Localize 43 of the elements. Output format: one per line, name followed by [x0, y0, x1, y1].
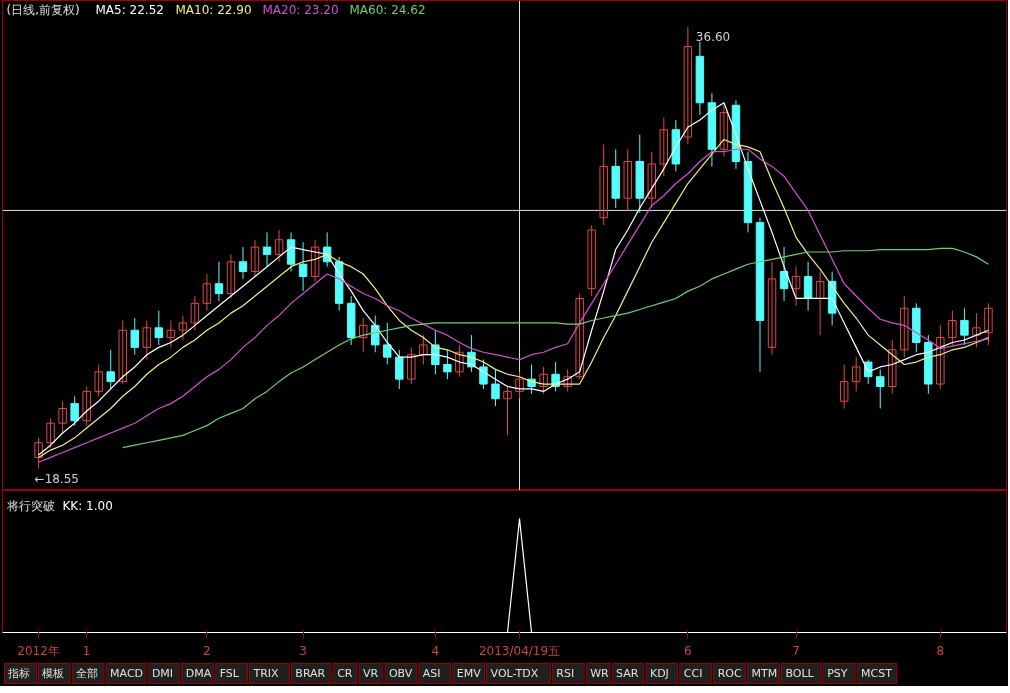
text: CCI	[683, 667, 703, 680]
text: PSY	[827, 667, 848, 680]
text: DMA	[185, 667, 212, 680]
text: MA10: 22.90	[175, 2, 252, 17]
text: MA20: 23.20	[262, 2, 339, 17]
text: ROC	[717, 667, 742, 680]
text: RSI	[556, 667, 575, 680]
x-tick-label: 6	[684, 643, 692, 658]
text: VR	[363, 667, 379, 680]
annotation: 36.60	[695, 30, 731, 45]
x-tick-label: 1	[82, 643, 91, 658]
chart-title: 将行突破	[5, 498, 55, 513]
x-tick-label: 2	[203, 643, 211, 658]
x-tick-label: 3	[299, 643, 307, 658]
x-tick-label: 8	[936, 643, 945, 658]
text: EMV	[456, 667, 482, 680]
text: BOLL	[785, 667, 815, 680]
annotation: ←18.55	[34, 472, 79, 487]
x-tick-label: 7	[792, 643, 800, 658]
chart-title: (日线,前复权)	[6, 2, 80, 17]
text: ASI	[422, 667, 441, 680]
text: MCST	[861, 667, 893, 680]
text: BRAR	[295, 667, 326, 680]
text: VOL-TDX	[490, 667, 539, 680]
text: 指标	[7, 667, 31, 680]
x-tick-label: 2012年	[17, 643, 60, 658]
text: DMI	[151, 667, 174, 680]
text: MA5: 22.52	[95, 2, 164, 17]
x-tick-label: 4	[431, 643, 440, 658]
text: MTM	[751, 667, 778, 680]
text: OBV	[388, 667, 413, 680]
text: SAR	[616, 667, 639, 680]
text: CR	[337, 667, 353, 680]
text: WR	[590, 667, 610, 680]
text: 全部	[76, 667, 99, 680]
text: TRIX	[252, 667, 280, 680]
text: 模板	[42, 667, 65, 680]
text: FSL	[219, 667, 240, 680]
text: KK: 1.00	[62, 498, 113, 513]
text: MACD	[110, 667, 144, 680]
text: KDJ	[649, 667, 669, 680]
x-tick-label: 2013/04/19五	[478, 643, 561, 658]
text: MA60: 24.62	[349, 2, 426, 17]
